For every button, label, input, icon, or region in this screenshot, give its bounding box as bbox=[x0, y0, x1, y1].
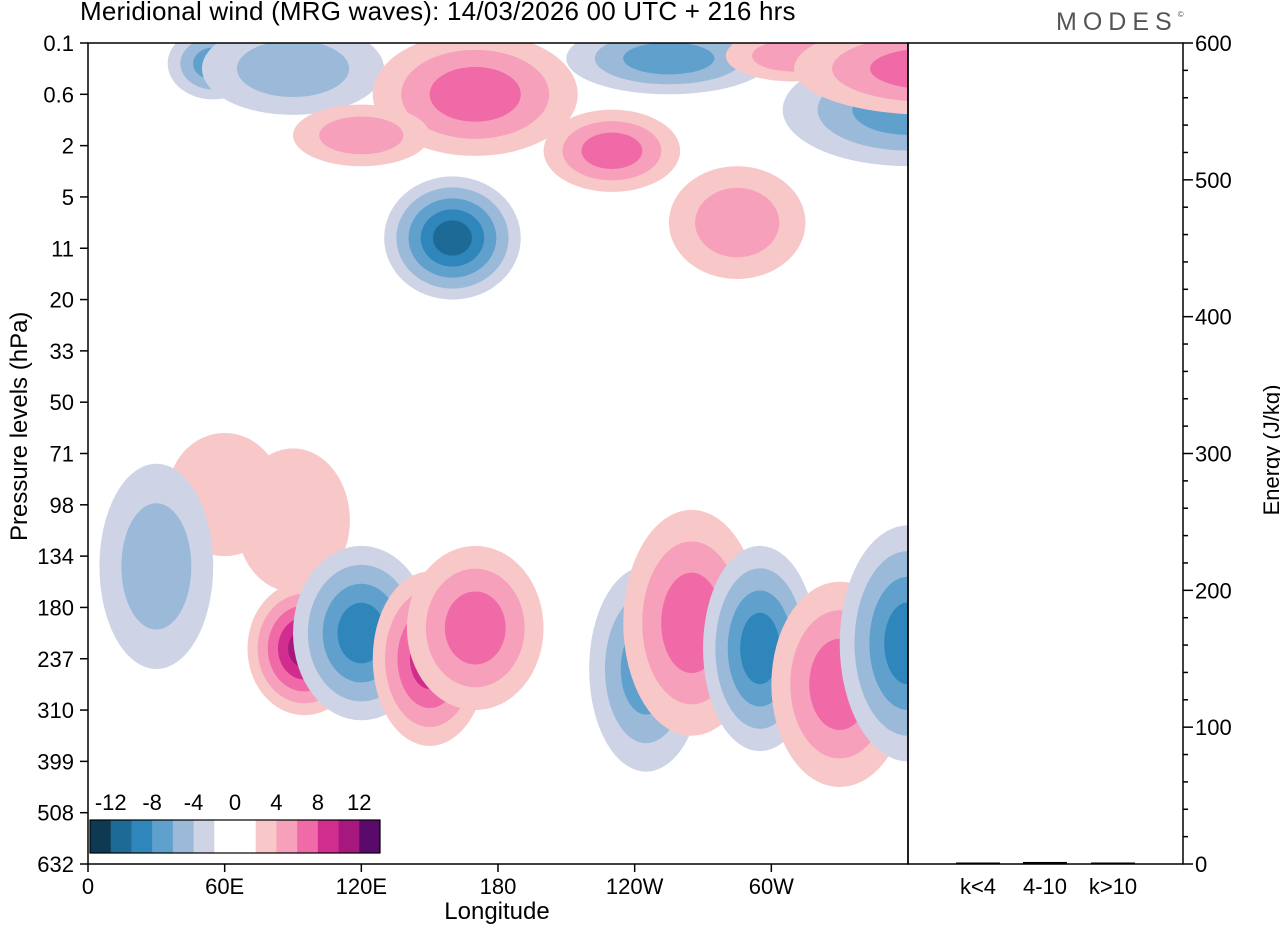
y-tick-label: 134 bbox=[37, 544, 74, 569]
contour-neg-15-level-2 bbox=[121, 503, 192, 630]
logo-mark: © bbox=[1177, 10, 1184, 19]
y-tick-label: 399 bbox=[37, 749, 74, 774]
energy-tick-label: 200 bbox=[1195, 578, 1232, 603]
chart-title: Meridional wind (MRG waves): 14/03/2026 … bbox=[80, 0, 796, 26]
energy-bars: k<4 4-10 k>10 bbox=[956, 861, 1137, 899]
colorbar-label: -4 bbox=[184, 790, 204, 815]
contour-pos-27-level-2 bbox=[1057, 502, 1169, 713]
x-tick-label: 60E bbox=[205, 874, 244, 899]
contour-pos-10-level-2 bbox=[1047, 44, 1179, 103]
colorbar-swatch bbox=[131, 820, 153, 853]
colorbar-swatch bbox=[297, 820, 319, 853]
y-tick-label: 33 bbox=[50, 339, 74, 364]
energy-tick-label: 300 bbox=[1195, 442, 1232, 467]
colorbar-swatch bbox=[276, 820, 298, 853]
colorbar-swatch bbox=[110, 820, 132, 853]
energy-category-label: 4-10 bbox=[1023, 874, 1067, 899]
y-tick-label: 71 bbox=[50, 442, 74, 467]
y-tick-label: 5 bbox=[62, 185, 74, 210]
x-tick-label: 180 bbox=[480, 874, 517, 899]
x-tick-label: 60W bbox=[749, 874, 794, 899]
logo-text: MODES bbox=[1056, 8, 1178, 36]
contour-neg-26-level-3 bbox=[1014, 581, 1075, 686]
x-tick-label: 120W bbox=[606, 874, 664, 899]
contour-pos-3-level-2 bbox=[319, 116, 404, 155]
y-tick-label: 2 bbox=[62, 134, 74, 159]
colorbar-swatch bbox=[235, 820, 257, 853]
energy-tick-label: 0 bbox=[1195, 852, 1207, 877]
y-axis: 0.1 0.6 2 5 11 20 33 50 71 98 134 180 237 310 399 508 63… bbox=[37, 31, 88, 877]
contour-neg-1-level-2 bbox=[236, 43, 350, 98]
colorbar-label: 8 bbox=[312, 790, 324, 815]
y-tick-label: 0.6 bbox=[43, 82, 74, 107]
modes-logo: MODES© bbox=[1056, 8, 1184, 37]
y-tick-label: 50 bbox=[50, 390, 74, 415]
x-axis-label: Longitude bbox=[444, 898, 550, 925]
contour-pos-10-level-3 bbox=[1073, 56, 1154, 92]
x-tick-label: 0 bbox=[82, 874, 94, 899]
colorbar-swatch bbox=[193, 820, 215, 853]
y-tick-label: 11 bbox=[51, 236, 74, 261]
colorbar-swatch bbox=[359, 820, 381, 853]
colorbar-swatch bbox=[338, 820, 360, 853]
contour-field bbox=[99, 33, 1227, 788]
contour-pos-5-level-3 bbox=[581, 132, 643, 169]
contour-pos-2-level-3 bbox=[429, 66, 521, 122]
colorbar-label: -12 bbox=[95, 790, 127, 815]
y-tick-label: 20 bbox=[50, 288, 74, 313]
energy-plot-frame bbox=[907, 42, 1184, 865]
energy-tick-label: 600 bbox=[1195, 31, 1232, 56]
x-axis: 0 60E 120E 180 120W 60W bbox=[82, 864, 794, 899]
colorbar-swatch bbox=[90, 820, 112, 853]
contour-pos-25-level-1 bbox=[908, 530, 1045, 787]
colorbar-swatch bbox=[255, 820, 277, 853]
contour-pos-12-level-2 bbox=[695, 187, 780, 258]
energy-tick-label: 100 bbox=[1195, 715, 1232, 740]
colorbar-swatch bbox=[152, 820, 174, 853]
colorbar-swatch bbox=[214, 820, 236, 853]
contour-neg-26-level-1 bbox=[976, 515, 1113, 751]
y-tick-label: 180 bbox=[37, 595, 74, 620]
colorbar-frame bbox=[89, 819, 381, 854]
energy-axis: 0 100 200 300 400 500 600 bbox=[1183, 31, 1232, 877]
contour-pos-27-level-5 bbox=[1094, 571, 1133, 644]
y-tick-label: 310 bbox=[37, 698, 74, 723]
x-tick-label: 120E bbox=[336, 874, 387, 899]
y-tick-label: 508 bbox=[37, 801, 74, 826]
contour-neg-22-level-4 bbox=[740, 612, 780, 685]
contour-pos-25-level-3 bbox=[946, 602, 1007, 716]
colorbar-label: 12 bbox=[347, 790, 371, 815]
contour-neg-6-level-3 bbox=[623, 43, 715, 75]
energy-tick-label: 500 bbox=[1195, 168, 1232, 193]
contour-pos-9-level-2 bbox=[832, 43, 908, 102]
colorbar-label: -8 bbox=[142, 790, 162, 815]
colorbar-swatch bbox=[172, 820, 194, 853]
contour-neg-24-level-4 bbox=[884, 602, 908, 685]
energy-bar bbox=[1091, 862, 1135, 864]
y-tick-label: 98 bbox=[50, 493, 74, 518]
contour-pos-19-level-3 bbox=[444, 591, 506, 665]
contour-pos-10-level-1 bbox=[1022, 33, 1204, 115]
contour-neg-28-level-1 bbox=[1113, 530, 1227, 715]
y-tick-label: 0.1 bbox=[43, 31, 74, 56]
colorbar-label: 0 bbox=[229, 790, 241, 815]
contour-neg-26-level-2 bbox=[995, 548, 1094, 718]
contour-pos-27-level-3 bbox=[1069, 525, 1157, 690]
energy-category-label: k<4 bbox=[960, 874, 996, 899]
energy-bar bbox=[1023, 861, 1067, 864]
colorbar-label: 4 bbox=[270, 790, 282, 815]
y-tick-label: 237 bbox=[37, 647, 74, 672]
colorbar-swatch bbox=[317, 820, 339, 853]
contour-pos-9-level-3 bbox=[870, 49, 908, 88]
colorbar: -12 -8 -4 0 4 8 12 bbox=[89, 790, 381, 854]
energy-bar bbox=[956, 862, 1000, 864]
y-tick-label: 632 bbox=[37, 852, 74, 877]
energy-tick-label: 400 bbox=[1195, 305, 1232, 330]
contour-pos-25-level-2 bbox=[927, 566, 1026, 751]
contour-neg-4-level-5 bbox=[432, 220, 472, 256]
contour-pos-27-level-1 bbox=[1045, 479, 1182, 736]
contour-pos-27-level-4 bbox=[1081, 548, 1144, 667]
energy-category-label: k>10 bbox=[1089, 874, 1137, 899]
